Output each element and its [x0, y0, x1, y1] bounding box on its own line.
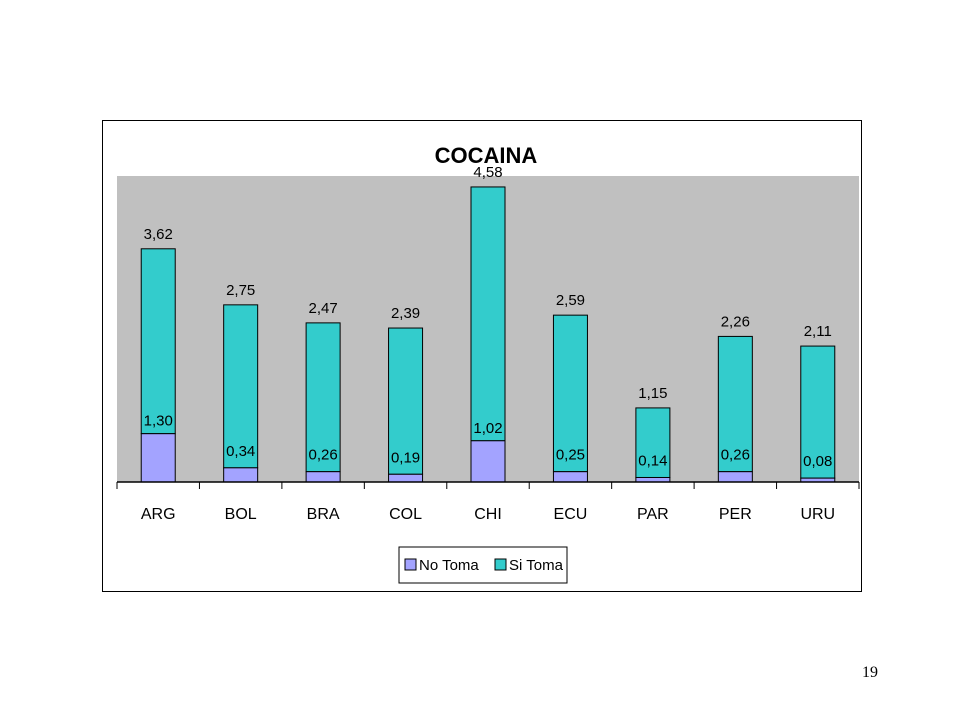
bar-si-toma-bra — [305, 322, 341, 473]
bar-no-toma-bol — [223, 467, 259, 483]
bar-si-toma-par — [635, 407, 671, 478]
legend-swatch-si-toma — [494, 558, 507, 571]
x-axis-ticks: ARG BOL BRA COL CHI ECU PAR PER URU — [116, 482, 860, 523]
cocaina-chart: COCAINA 3,62 1,30 2,75 0,34 2,47 0,26 2,39 0,19… — [116, 143, 860, 584]
label-no-toma-bra: 0,26 — [309, 447, 338, 464]
legend-box — [398, 546, 568, 584]
label-si-toma-uru: 2,11 — [804, 323, 832, 340]
label-no-toma-arg: 1,30 — [144, 413, 173, 430]
bar-si-toma-arg — [140, 248, 176, 435]
label-si-toma-bra: 2,47 — [309, 300, 338, 317]
label-si-toma-par: 1,15 — [638, 385, 667, 402]
legend-swatch-no-toma — [404, 558, 417, 571]
label-no-toma-par: 0,14 — [638, 452, 667, 469]
x-tick-label-col: COL — [389, 506, 422, 523]
x-tick-label-chi: CHI — [474, 506, 502, 523]
label-si-toma-ecu: 2,59 — [556, 292, 585, 309]
label-no-toma-bol: 0,34 — [226, 443, 255, 460]
legend-label-si-toma: Si Toma — [509, 557, 564, 574]
bar-no-toma-bra — [305, 471, 341, 483]
x-tick-label-ecu: ECU — [554, 506, 588, 523]
bar-no-toma-arg — [140, 433, 176, 483]
x-tick-label-arg: ARG — [141, 506, 176, 523]
x-tick-label-bra: BRA — [307, 506, 340, 523]
label-si-toma-per: 2,26 — [721, 313, 750, 330]
bar-no-toma-chi — [470, 440, 506, 483]
label-no-toma-uru: 0,08 — [803, 453, 832, 470]
label-si-toma-bol: 2,75 — [226, 282, 255, 299]
bar-si-toma-ecu — [552, 314, 588, 473]
label-no-toma-per: 0,26 — [721, 447, 750, 464]
x-tick-label-uru: URU — [800, 506, 835, 523]
legend: No Toma Si Toma — [398, 546, 568, 584]
legend-label-no-toma: No Toma — [419, 557, 479, 574]
label-no-toma-chi: 1,02 — [473, 420, 502, 437]
label-no-toma-col: 0,19 — [391, 449, 420, 466]
bar-si-toma-col — [388, 327, 424, 475]
bar-no-toma-per — [717, 471, 753, 483]
x-tick-label-per: PER — [719, 506, 752, 523]
x-tick-label-par: PAR — [637, 506, 669, 523]
label-no-toma-ecu: 0,25 — [556, 447, 585, 464]
chart-frame: COCAINA 3,62 1,30 2,75 0,34 2,47 0,26 2,39 0,19… — [102, 120, 862, 592]
x-tick-label-bol: BOL — [225, 506, 257, 523]
bar-si-toma-chi — [470, 186, 506, 442]
bar-si-toma-uru — [800, 345, 836, 479]
bar-no-toma-col — [388, 473, 424, 483]
bar-si-toma-per — [717, 335, 753, 473]
bar-si-toma-bol — [223, 304, 259, 469]
chart-title: COCAINA — [435, 143, 538, 168]
bar-no-toma-ecu — [552, 471, 588, 483]
label-si-toma-chi: 4,58 — [473, 164, 502, 181]
bars-layer: 3,62 1,30 2,75 0,34 2,47 0,26 2,39 0,19 4,58 1,02… — [140, 164, 836, 483]
page-number: 19 — [862, 664, 878, 681]
label-si-toma-col: 2,39 — [391, 305, 420, 322]
label-si-toma-arg: 3,62 — [144, 226, 173, 243]
